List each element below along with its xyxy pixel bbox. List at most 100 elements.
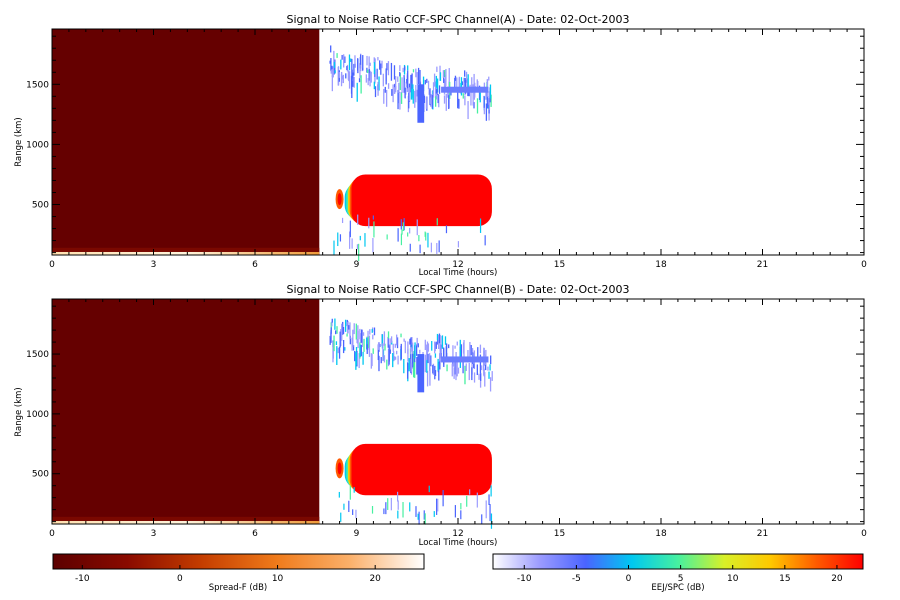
- eej-upper-streak-b: [476, 364, 478, 376]
- eej-upper-streak-b: [468, 362, 470, 381]
- y-axis-ticks-b: 500 1000 1500: [26, 305, 864, 523]
- eej-upper-streak-a: [448, 93, 450, 110]
- x-axis-ticks-b: 0 3 6 9 12 15 18 21 0: [49, 299, 867, 539]
- eej-upper-streak-a: [366, 67, 368, 73]
- eej-upper-streak-b: [383, 355, 386, 363]
- eej-upper-streak-a: [483, 106, 486, 115]
- eej-upper-streak-a: [337, 67, 340, 86]
- eej-low-streak-a: [351, 238, 353, 249]
- eej-upper-streak-b: [334, 330, 337, 335]
- eej-upper-streak-b: [410, 346, 412, 352]
- eej-upper-streak-b: [400, 343, 402, 360]
- eej-upper-streak-a: [374, 86, 377, 98]
- x-axis-label-a: Local Time (hours): [419, 268, 498, 278]
- eej-upper-streak-b: [336, 326, 338, 334]
- eej-upper-streak-b: [480, 373, 482, 381]
- eej-upper-streak-a: [354, 55, 356, 65]
- eej-upper-streak-b: [387, 336, 389, 348]
- eej-low-streak-b: [355, 509, 357, 519]
- eej-upper-streak-b: [445, 343, 448, 359]
- eej-upper-streak-a: [463, 77, 465, 90]
- eej-upper-streak-b: [362, 351, 364, 365]
- eej-upper-streak-a: [330, 45, 332, 53]
- eej-upper-streak-a: [390, 62, 393, 81]
- eej-low-streak-b: [348, 500, 350, 513]
- eej-upper-streak-a: [457, 90, 459, 109]
- eej-upper-streak-b: [368, 341, 370, 348]
- eej-upper-streak-a: [407, 70, 409, 89]
- eej-upper-line-b: [441, 356, 489, 363]
- colorbar-tick-label-1: 0: [626, 574, 632, 584]
- eej-upper-streak-a: [385, 68, 387, 85]
- eej-upper-streak-b: [354, 350, 356, 362]
- eej-upper-streak-b: [411, 343, 413, 352]
- eej-upper-streak-a: [488, 91, 490, 98]
- eej-upper-streak-a: [351, 58, 353, 78]
- eej-upper-streak-a: [438, 85, 441, 94]
- eej-upper-streak-a: [412, 69, 415, 73]
- eej-low-streak-b: [383, 508, 385, 515]
- colorbar-tick-label-0: 10: [272, 574, 284, 584]
- eej-upper-streak-a: [424, 79, 426, 85]
- eej-upper-streak-b: [359, 333, 362, 343]
- eej-low-streak-a: [445, 225, 448, 234]
- eej-upper-streak-a: [330, 58, 332, 72]
- spread-f-lowband-bg-a: [52, 247, 320, 255]
- eej-upper-streak-b: [471, 367, 473, 381]
- eej-upper-streak-b: [349, 335, 351, 345]
- eej-upper-streak-b: [432, 364, 434, 374]
- eej-upper-streak-b: [344, 319, 347, 332]
- eej-upper-streak-a: [431, 94, 433, 109]
- eej-upper-streak-a: [384, 86, 386, 93]
- colorbar-tick-label-1: 15: [779, 574, 790, 584]
- eej-upper-streak-a: [334, 70, 336, 74]
- eej-upper-streak-a: [487, 98, 489, 104]
- x-tick-label-b: 0: [861, 529, 867, 539]
- eej-low-streak-a: [401, 229, 403, 235]
- eej-upper-streak-b: [356, 339, 358, 344]
- eej-upper-streak-b: [413, 350, 415, 370]
- eej-upper-streak-b: [407, 349, 409, 362]
- eej-upper-streak-b: [341, 323, 343, 341]
- eej-upper-streak-b: [368, 349, 371, 357]
- eej-upper-streak-a: [344, 56, 346, 63]
- colorbar-tick-label-0: -10: [75, 574, 90, 584]
- x-tick-label-b: 9: [354, 529, 360, 539]
- eej-upper-streak-a: [460, 77, 463, 96]
- eej-upper-streak-b: [419, 349, 421, 354]
- y-tick-label-b: 1500: [26, 350, 49, 360]
- eej-upper-streak-b: [377, 342, 380, 350]
- eej-upper-streak-a: [360, 63, 362, 69]
- eej-low-streak-a: [409, 243, 411, 252]
- eej-upper-streak-b: [333, 335, 335, 352]
- eej-low-streak-b: [466, 495, 468, 507]
- y-axis-label-b: Range (km): [14, 387, 24, 436]
- eej-upper-streak-a: [331, 68, 333, 77]
- eej-low-streak-b: [415, 506, 417, 517]
- eej-upper-streak-b: [454, 345, 456, 349]
- eej-upper-streak-b: [389, 338, 391, 354]
- colorbar-eej-spc: -10 -5 0 5 10 15 20 EEJ/SPC (dB): [492, 553, 864, 593]
- y-axis-ticks-a: 500 1000 1500: [26, 35, 864, 254]
- eej-upper-streak-a: [338, 72, 341, 78]
- eej-low-streak-a: [372, 237, 374, 253]
- eej-upper-streak-b: [459, 339, 461, 352]
- eej-upper-streak-b: [437, 358, 439, 371]
- eej-low-streak-b: [433, 511, 435, 517]
- colorbar-spread-f: -10 0 10 20 Spread-F (dB): [52, 553, 425, 593]
- eej-low-streak-b: [490, 485, 492, 497]
- eej-upper-streak-a: [356, 82, 358, 102]
- eej-upper-streak-b: [426, 341, 429, 359]
- x-tick-label-a: 18: [655, 260, 667, 270]
- eej-upper-streak-a: [477, 80, 479, 88]
- eej-upper-streak-a: [403, 75, 405, 93]
- eej-low-streak-b: [424, 513, 426, 525]
- eej-upper-streak-a: [368, 56, 370, 71]
- eej-upper-streak-b: [362, 332, 365, 336]
- eej-upper-streak-b: [342, 326, 345, 335]
- eej-upper-streak-a: [490, 94, 492, 107]
- colorbar-spread-f-label: Spread-F (dB): [209, 583, 267, 593]
- eej-upper-streak-b: [480, 365, 483, 371]
- x-tick-label-a: 6: [252, 260, 258, 270]
- eej-upper-streak-b: [490, 355, 492, 365]
